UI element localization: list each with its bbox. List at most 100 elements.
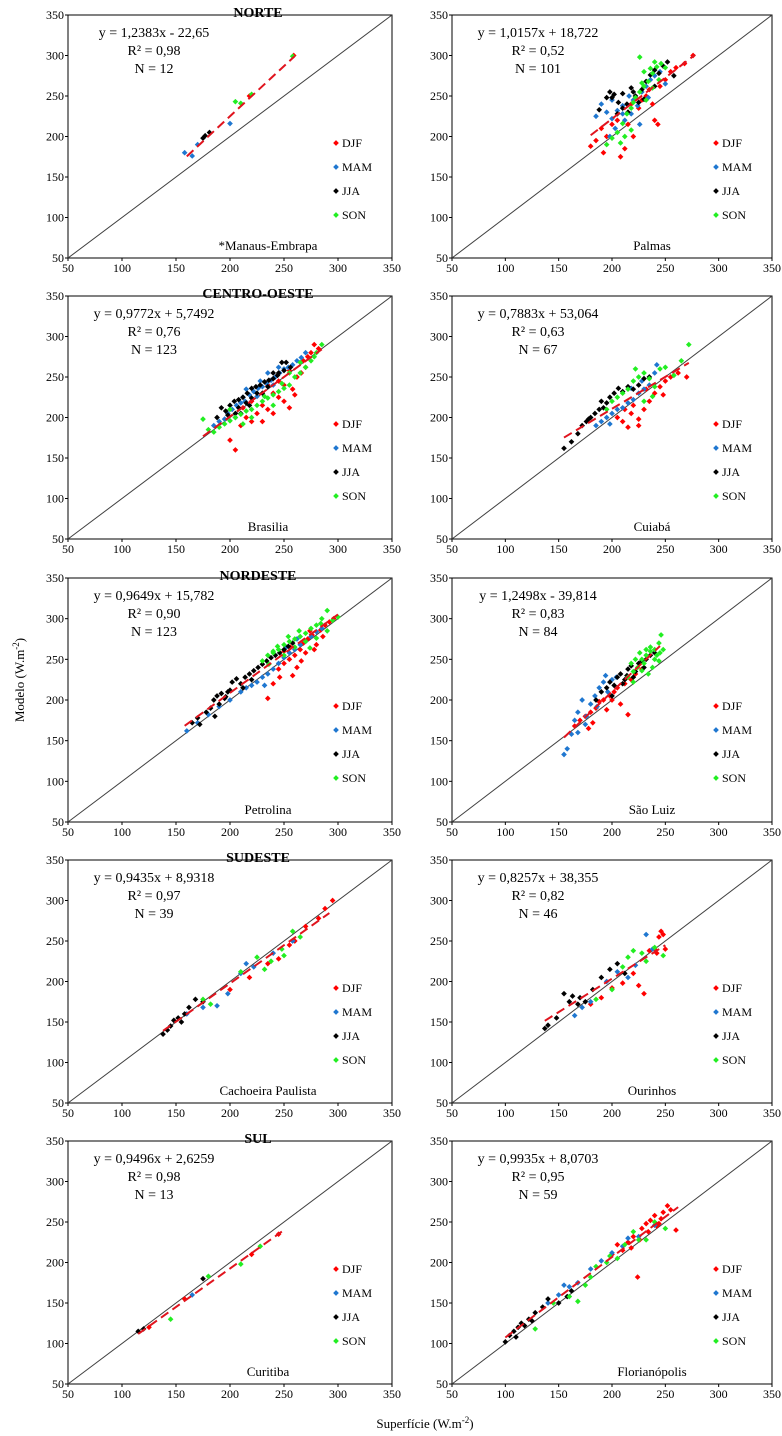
y-tick-label: 50: [52, 1377, 64, 1391]
data-point-jja: [255, 664, 261, 671]
y-tick-label: 200: [46, 411, 64, 425]
data-point-djf: [657, 83, 663, 90]
r-squared-label: R² = 0,97: [128, 889, 181, 904]
x-axis-title-sup: -2: [462, 1415, 470, 1425]
data-point-mam: [254, 679, 260, 685]
legend-marker-son: [713, 1057, 719, 1063]
data-point-mam: [200, 1004, 206, 1011]
legend-marker-son: [713, 1338, 719, 1344]
legend-label-djf: DJF: [342, 1262, 362, 1276]
legend-marker-jja: [333, 1033, 339, 1039]
x-tick-label: 50: [62, 1106, 74, 1120]
station-label: Petrolina: [245, 802, 292, 817]
legend-label-mam: MAM: [722, 723, 752, 737]
legend-marker-son: [713, 493, 719, 499]
data-point-djf: [286, 404, 293, 411]
data-point-son: [313, 635, 320, 642]
y-tick-label: 100: [430, 1337, 448, 1351]
y-tick-label: 250: [430, 370, 448, 384]
x-tick-label: 50: [446, 1387, 458, 1401]
legend-marker-mam: [333, 1009, 339, 1015]
legend-marker-son: [713, 212, 719, 218]
y-tick-label: 50: [436, 251, 448, 265]
data-point-son: [639, 656, 645, 663]
data-point-jja: [287, 364, 294, 371]
data-point-djf: [286, 942, 293, 948]
data-point-son: [207, 1001, 214, 1008]
data-point-son: [210, 429, 217, 435]
y-tick-label: 250: [46, 370, 64, 384]
station-label: São Luiz: [629, 802, 676, 817]
legend-marker-djf: [333, 703, 339, 709]
y-tick-label: 300: [430, 1175, 448, 1189]
x-tick-label: 50: [62, 542, 74, 556]
data-point-son: [625, 954, 631, 961]
data-point-son: [281, 385, 287, 392]
data-point-djf: [577, 717, 583, 724]
data-point-djf: [660, 391, 667, 398]
data-point-son: [254, 402, 260, 409]
data-point-jja: [635, 382, 642, 388]
data-point-son: [658, 632, 664, 638]
x-tick-label: 350: [383, 1106, 401, 1120]
data-point-jja: [279, 359, 285, 366]
y-tick-label: 250: [46, 89, 64, 103]
x-tick-label: 50: [446, 261, 458, 275]
y-tick-label: 350: [430, 8, 448, 22]
x-tick-label: 250: [656, 825, 674, 839]
data-point-son: [657, 649, 663, 656]
data-point-son: [645, 671, 652, 677]
legend-label-mam: MAM: [342, 441, 372, 455]
x-tick-label: 200: [221, 1106, 239, 1120]
x-axis-title-main: Superfície (W.m: [376, 1416, 461, 1431]
data-point-djf: [291, 391, 298, 398]
data-point-jja: [635, 99, 642, 106]
y-tick-label: 250: [46, 934, 64, 948]
data-point-djf: [630, 1233, 637, 1240]
data-point-jja: [614, 960, 621, 967]
data-point-son: [307, 645, 313, 651]
r-squared-label: R² = 0,95: [512, 1170, 565, 1185]
y-tick-label: 250: [46, 652, 64, 666]
x-axis-title: Superfície (W.m-2): [376, 1415, 473, 1431]
equation-label: y = 0,9435x + 8,9318: [94, 871, 215, 886]
data-point-mam: [248, 682, 255, 689]
data-point-jja: [541, 1025, 548, 1032]
equation-label: y = 0,8257x + 38,355: [478, 871, 599, 886]
data-point-jja: [281, 646, 287, 653]
data-point-jja: [212, 713, 218, 720]
data-point-djf: [585, 725, 592, 732]
data-point-son: [270, 402, 277, 409]
x-tick-label: 100: [113, 1387, 131, 1401]
legend-marker-jja: [333, 188, 339, 194]
x-tick-label: 300: [710, 261, 728, 275]
region-title: NORTE: [233, 6, 282, 21]
y-tick-label: 150: [430, 451, 448, 465]
y-tick-label: 50: [52, 251, 64, 265]
station-label: Florianópolis: [617, 1364, 686, 1379]
y-tick-label: 300: [46, 49, 64, 63]
data-point-jja: [607, 394, 613, 401]
data-point-son: [621, 133, 628, 140]
data-point-djf: [276, 674, 283, 681]
data-point-son: [232, 414, 239, 421]
data-point-son: [649, 393, 656, 400]
data-point-jja: [242, 674, 248, 681]
r-squared-label: R² = 0,76: [128, 325, 181, 340]
x-tick-label: 350: [763, 825, 781, 839]
one-to-one-line: [451, 859, 773, 1104]
y-tick-label: 300: [430, 330, 448, 344]
data-point-son: [647, 65, 654, 72]
data-point-mam: [603, 109, 610, 116]
data-point-jja: [607, 89, 613, 95]
data-point-son: [662, 64, 669, 71]
legend-label-djf: DJF: [722, 699, 742, 713]
data-point-son: [268, 958, 274, 965]
data-point-son: [575, 1298, 581, 1305]
x-tick-label: 350: [763, 1387, 781, 1401]
legend-marker-mam: [333, 445, 339, 451]
